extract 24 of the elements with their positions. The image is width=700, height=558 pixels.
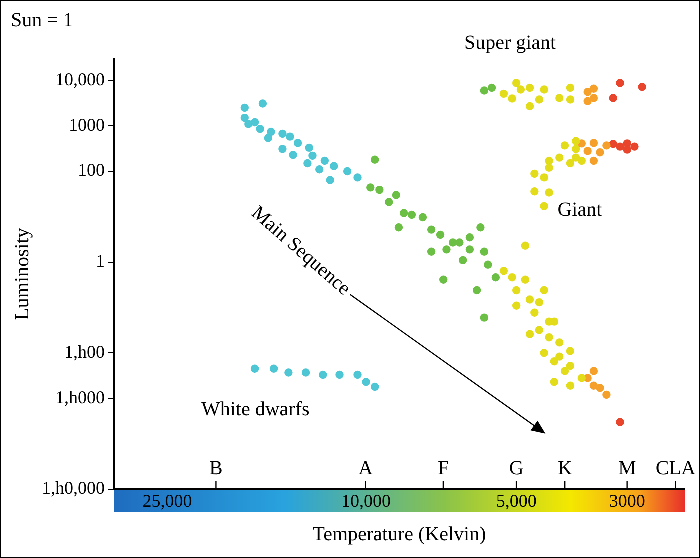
x-axis-title: Temperature (Kelvin) [312, 523, 486, 546]
annotation: K [558, 458, 573, 480]
annotation: M [618, 458, 636, 480]
annotation: CLA [656, 458, 696, 480]
annotation: B [210, 458, 223, 480]
annotation: Giant [558, 199, 603, 222]
y-tick-label: 1 [96, 251, 105, 272]
y-axis-title: Luminosity [11, 228, 34, 320]
text: Super giant [464, 32, 557, 54]
x-tick-label: 5,000 [496, 490, 537, 511]
annotation: White dwarfs [201, 398, 310, 420]
x-tick-label: 25,000 [142, 490, 192, 511]
x-tick-label: 10,000 [342, 490, 392, 511]
y-tick-label: 10,000 [56, 69, 105, 90]
x-tick-label: 3000 [609, 490, 646, 511]
y-tick-label: 1,h000 [56, 387, 105, 408]
annotation: F [438, 458, 450, 480]
annotation: A [358, 458, 374, 480]
y-tick-label: 1,h00 [64, 342, 105, 362]
y-tick-label: 1000 [69, 114, 105, 135]
annotation: G [509, 458, 524, 480]
y-tick-label: 1,h0,000 [42, 478, 105, 498]
text: Sun = 1 [11, 9, 74, 32]
y-tick-label: 100 [78, 160, 105, 180]
